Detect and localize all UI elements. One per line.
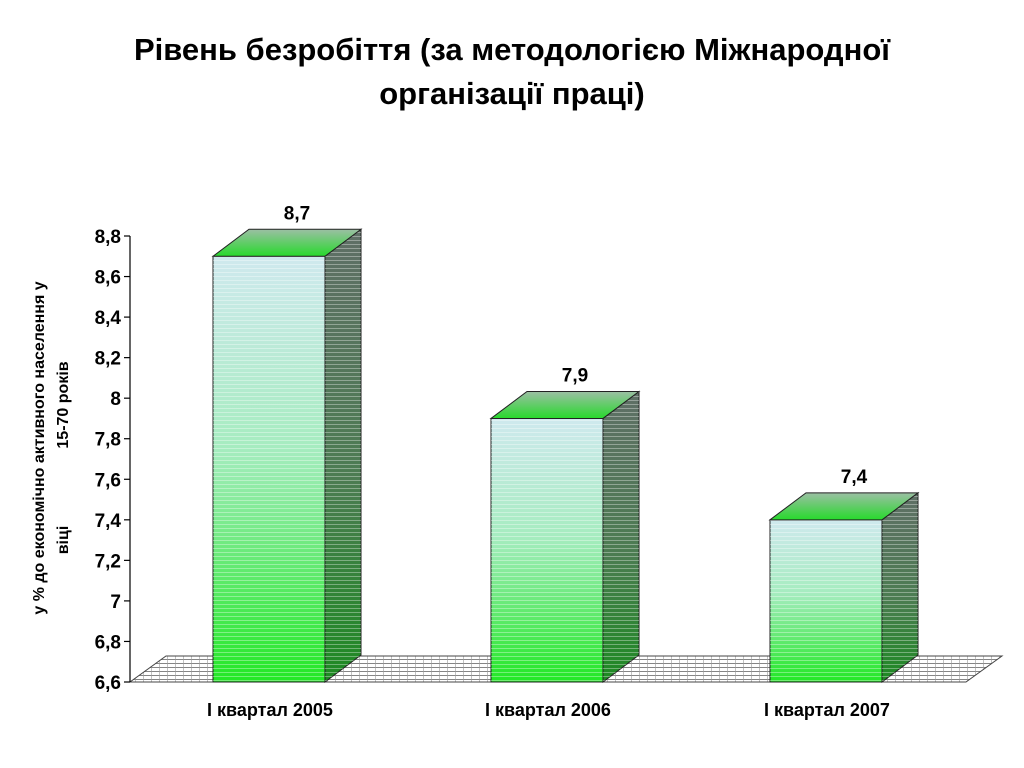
y-tick-label: 8 bbox=[110, 389, 121, 410]
bar-2: 7,9 bbox=[489, 365, 641, 683]
y-tick-label: 8,2 bbox=[95, 349, 121, 370]
bar-top-face bbox=[211, 228, 363, 257]
y-axis: 6,6 6,8 7 7,2 7,4 7,6 7,8 8 8,2 8,4 8,6 8,8 bbox=[95, 227, 131, 694]
y-tick-label: 7,8 bbox=[95, 430, 121, 451]
y-axis-label-line1: у % до економічно активного населення у bbox=[31, 281, 48, 614]
y-tick-label: 8,4 bbox=[95, 308, 122, 329]
y-axis-label-line2: віці bbox=[55, 526, 72, 555]
y-tick-label: 8,6 bbox=[95, 268, 121, 289]
y-tick-label: 6,6 bbox=[95, 673, 121, 694]
bars-group: 8,7 7,9 7,4 bbox=[211, 203, 920, 683]
bar-side-texture bbox=[603, 391, 639, 682]
bar-data-label: 8,7 bbox=[284, 203, 310, 224]
y-tick-label: 7,6 bbox=[95, 470, 121, 491]
y-tick-label: 6,8 bbox=[95, 632, 121, 653]
bar-front-texture bbox=[491, 418, 603, 682]
x-tick-label: I квартал 2006 bbox=[485, 700, 611, 720]
bar-side-texture bbox=[882, 492, 918, 682]
bar-data-label: 7,4 bbox=[841, 467, 868, 488]
bar-side-texture bbox=[325, 229, 361, 683]
y-tick-label: 7 bbox=[110, 592, 121, 613]
bar-front-texture bbox=[213, 256, 325, 682]
bar-top-face bbox=[489, 390, 641, 419]
y-axis-label-line3: 15-70 років bbox=[55, 361, 72, 448]
y-tick-label: 7,4 bbox=[95, 511, 122, 532]
bar-data-label: 7,9 bbox=[562, 365, 588, 386]
bar-top-face bbox=[768, 492, 920, 521]
bar-1: 8,7 bbox=[211, 203, 363, 683]
x-tick-label: I квартал 2007 bbox=[764, 700, 890, 720]
x-axis-labels: I квартал 2005 I квартал 2006 I квартал 20… bbox=[207, 700, 890, 720]
y-tick-label: 7,2 bbox=[95, 551, 121, 572]
chart-title-line1: Рівень безробіття (за методологією Міжна… bbox=[133, 32, 890, 67]
bar-front-texture bbox=[770, 519, 882, 682]
x-tick-label: I квартал 2005 bbox=[207, 700, 333, 720]
y-tick-label: 8,8 bbox=[95, 227, 121, 248]
chart-title: Рівень безробіття (за методологією Міжна… bbox=[62, 28, 962, 116]
bar-3: 7,4 bbox=[768, 467, 920, 683]
chart-title-line2: організації праці) bbox=[379, 76, 645, 111]
